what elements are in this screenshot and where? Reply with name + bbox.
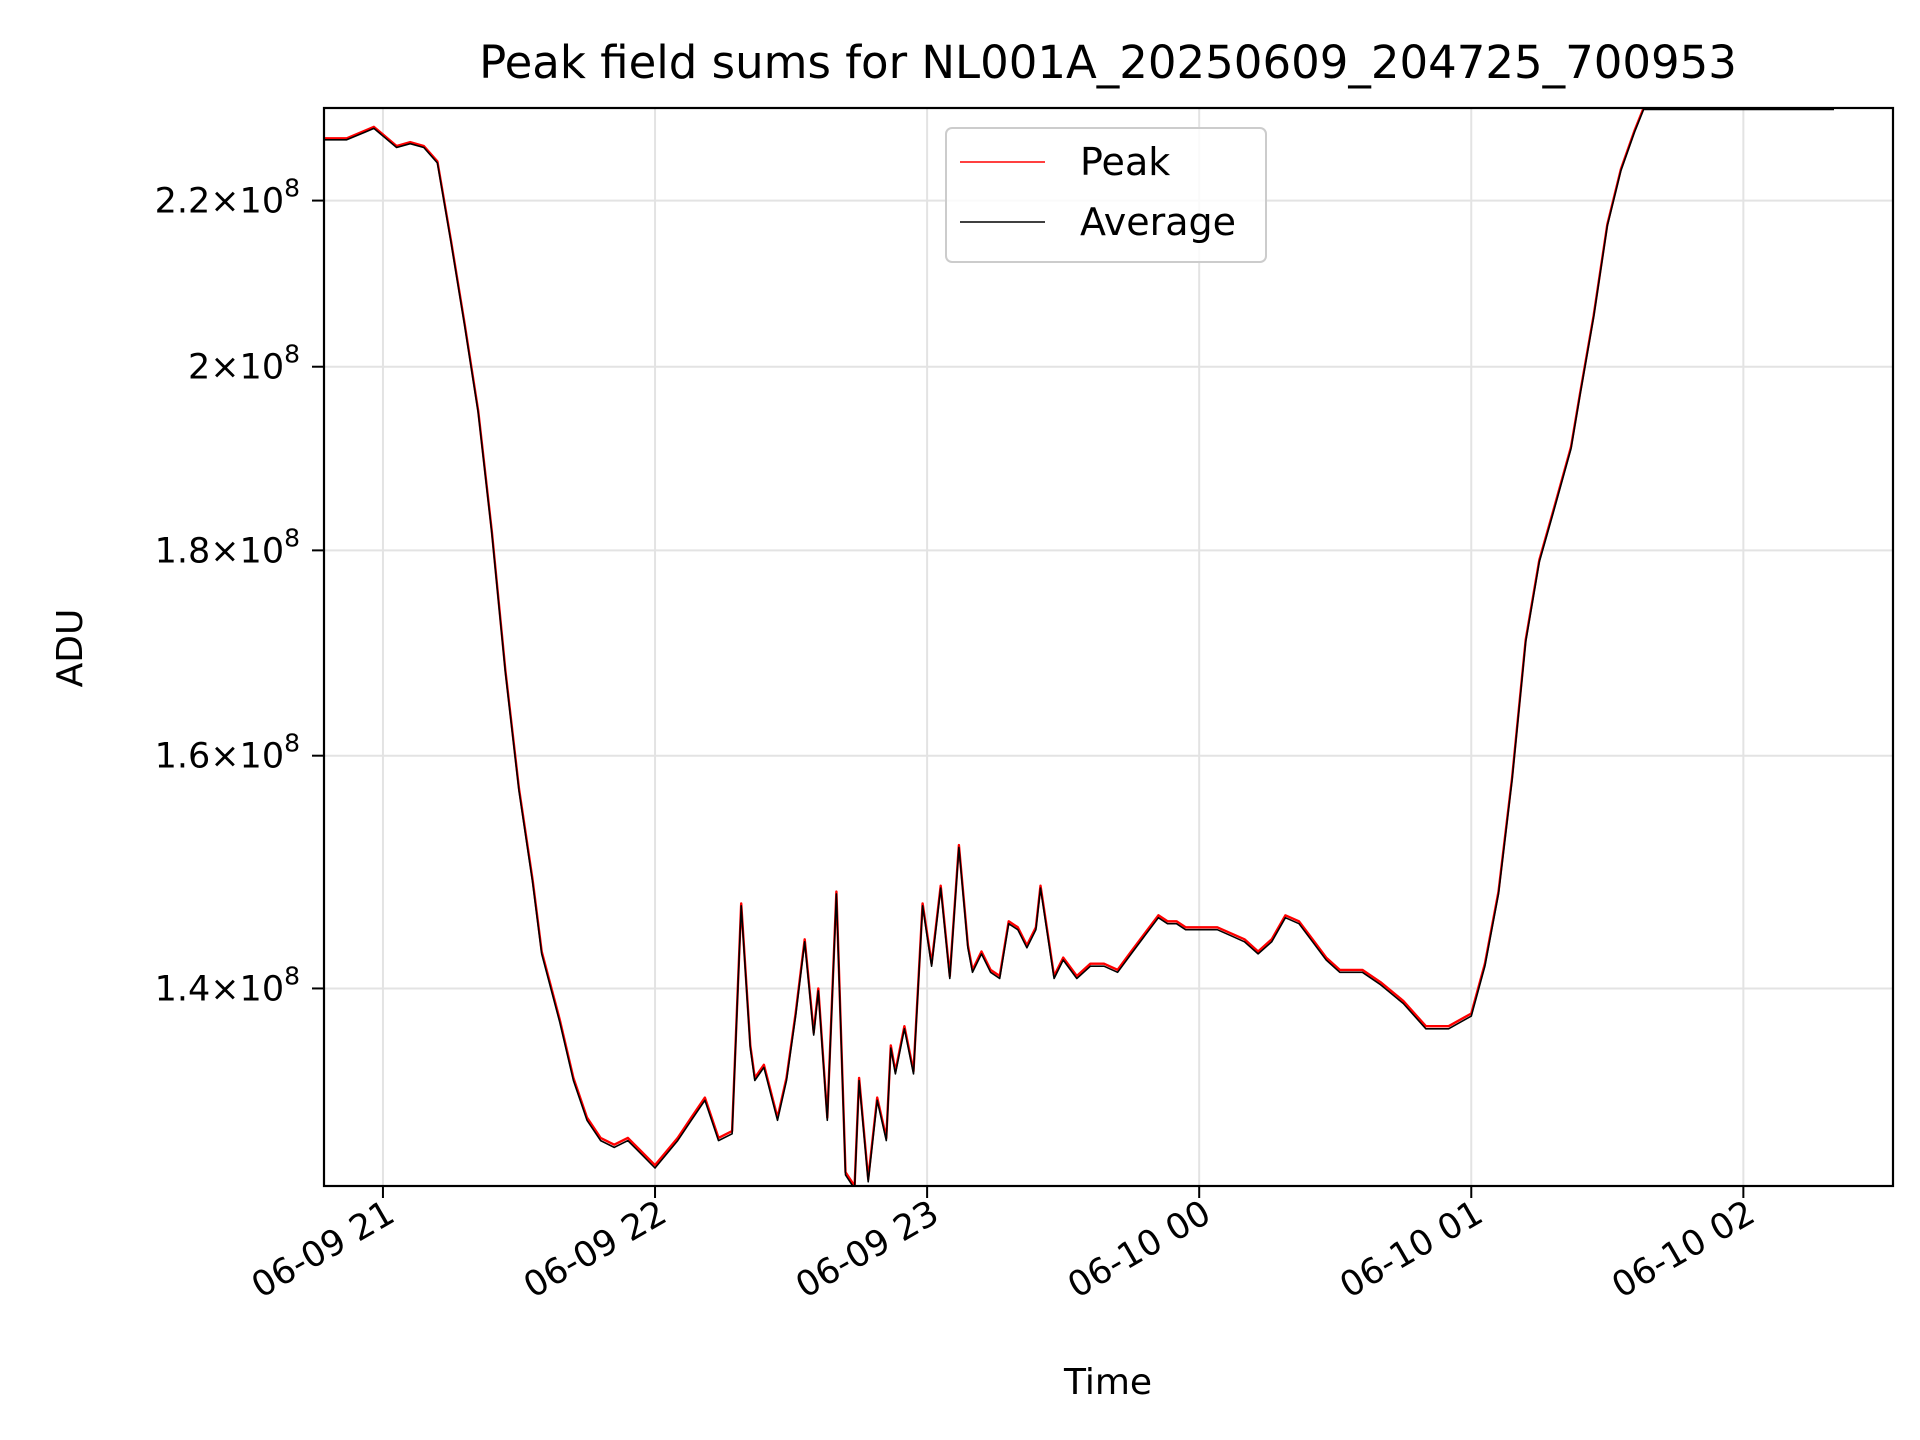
x-axis-label: Time [1063,1362,1152,1403]
y-axis-label: ADU [50,609,91,688]
y-tick-exponent: 8 [284,174,300,203]
y-tick-base: 1.6×10 [155,737,285,777]
y-tick-base: 1.8×10 [155,531,285,571]
plot-frame [322,106,1895,1188]
chart-title: Peak field sums for NL001A_20250609_2047… [479,36,1737,89]
y-tick-label: 1.4×108 [155,961,300,1009]
y-tick-exponent: 8 [284,961,300,990]
series-layer [324,108,1834,1186]
y-tick-label: 1.8×108 [155,523,300,571]
y-tick-exponent: 8 [284,523,300,552]
y-tick-base: 2.2×10 [155,182,285,222]
y-tick-label: 2.2×108 [155,174,300,222]
y-tick-exponent: 8 [284,729,300,758]
y-tick-label: 2×108 [188,340,300,388]
legend: Peak Average [945,127,1267,263]
series-line-average [324,108,1834,1186]
y-tick-base: 2×10 [188,348,284,388]
legend-label-peak: Peak [1080,140,1170,184]
y-tick-exponent: 8 [284,340,300,369]
y-tick-base: 1.4×10 [155,969,285,1009]
legend-label-average: Average [1080,200,1236,244]
y-tick-label: 1.6×108 [155,729,300,777]
